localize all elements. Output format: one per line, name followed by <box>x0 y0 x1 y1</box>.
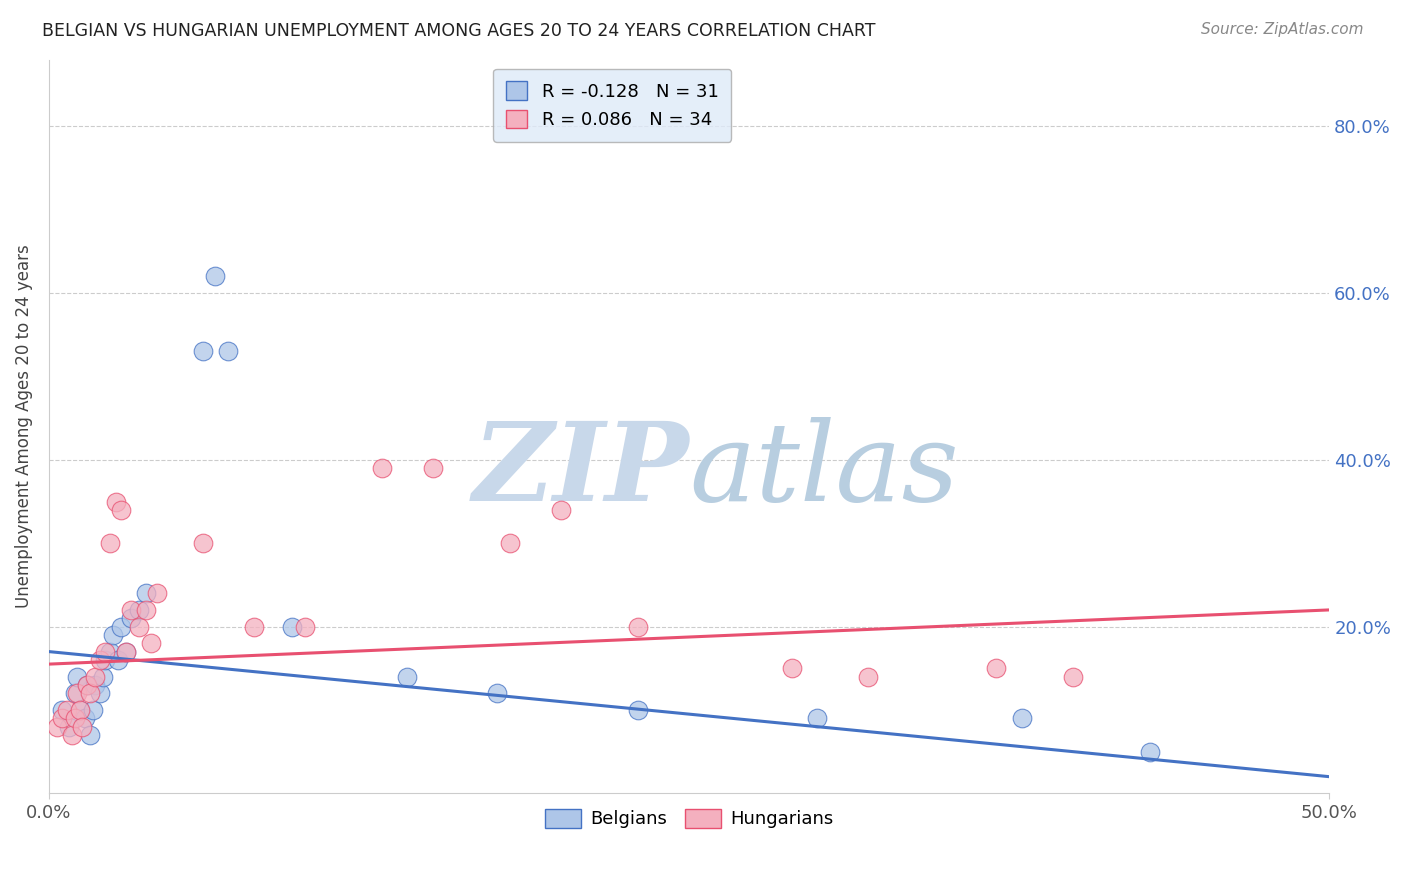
Point <box>499 536 522 550</box>
Point <box>986 661 1008 675</box>
Point <box>76 678 98 692</box>
Point <box>204 269 226 284</box>
Point <box>63 711 86 725</box>
Point <box>1062 670 1084 684</box>
Point <box>104 494 127 508</box>
Point <box>107 653 129 667</box>
Point <box>371 461 394 475</box>
Point <box>145 586 167 600</box>
Point <box>550 503 572 517</box>
Point <box>110 503 132 517</box>
Point <box>89 686 111 700</box>
Point <box>51 711 73 725</box>
Point <box>114 644 136 658</box>
Point <box>627 703 650 717</box>
Point <box>58 720 80 734</box>
Point <box>101 628 124 642</box>
Point <box>94 653 117 667</box>
Legend: Belgians, Hungarians: Belgians, Hungarians <box>537 802 841 836</box>
Point <box>79 686 101 700</box>
Point <box>51 703 73 717</box>
Y-axis label: Unemployment Among Ages 20 to 24 years: Unemployment Among Ages 20 to 24 years <box>15 244 32 608</box>
Point <box>69 703 91 717</box>
Point <box>69 703 91 717</box>
Point <box>486 686 509 700</box>
Point <box>128 603 150 617</box>
Point <box>82 703 104 717</box>
Point <box>141 636 163 650</box>
Point <box>627 619 650 633</box>
Point <box>135 603 157 617</box>
Point <box>84 678 107 692</box>
Point <box>281 619 304 633</box>
Text: atlas: atlas <box>689 417 959 524</box>
Point <box>243 619 266 633</box>
Point <box>135 586 157 600</box>
Point <box>128 619 150 633</box>
Point <box>217 344 239 359</box>
Point <box>422 461 444 475</box>
Point <box>79 728 101 742</box>
Text: Source: ZipAtlas.com: Source: ZipAtlas.com <box>1201 22 1364 37</box>
Point <box>294 619 316 633</box>
Point <box>66 670 89 684</box>
Point <box>110 619 132 633</box>
Point <box>45 720 67 734</box>
Point <box>91 670 114 684</box>
Text: ZIP: ZIP <box>472 417 689 524</box>
Point <box>191 344 214 359</box>
Point <box>191 536 214 550</box>
Text: BELGIAN VS HUNGARIAN UNEMPLOYMENT AMONG AGES 20 TO 24 YEARS CORRELATION CHART: BELGIAN VS HUNGARIAN UNEMPLOYMENT AMONG … <box>42 22 876 40</box>
Point <box>120 603 142 617</box>
Point <box>806 711 828 725</box>
Point <box>94 644 117 658</box>
Point <box>63 686 86 700</box>
Point <box>120 611 142 625</box>
Point <box>858 670 880 684</box>
Point <box>114 644 136 658</box>
Point <box>1011 711 1033 725</box>
Point <box>66 686 89 700</box>
Point <box>60 728 83 742</box>
Point <box>100 536 122 550</box>
Point <box>100 644 122 658</box>
Point <box>72 720 94 734</box>
Point <box>76 678 98 692</box>
Point <box>73 711 96 725</box>
Point <box>1139 745 1161 759</box>
Point <box>89 653 111 667</box>
Point <box>56 703 79 717</box>
Point <box>780 661 803 675</box>
Point <box>84 670 107 684</box>
Point <box>396 670 419 684</box>
